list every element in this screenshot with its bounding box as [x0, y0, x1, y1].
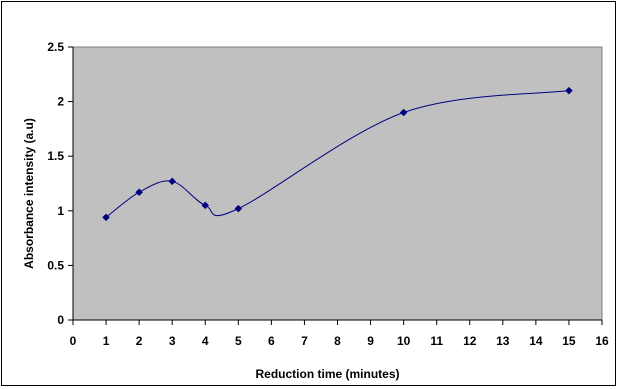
- y-tick-label: 0: [57, 313, 64, 327]
- x-tick-label: 1: [103, 334, 110, 348]
- y-tick-label: 1: [57, 204, 64, 218]
- x-tick-label: 15: [562, 334, 576, 348]
- y-tick-label: 0.5: [47, 258, 64, 272]
- x-tick-label: 8: [334, 334, 341, 348]
- y-tick-label: 2: [57, 95, 64, 109]
- x-tick-label: 14: [529, 334, 543, 348]
- series-line: [105, 90, 570, 218]
- x-tick-label: 7: [301, 334, 308, 348]
- x-tick-label: 4: [202, 334, 209, 348]
- x-tick-label: 0: [70, 334, 77, 348]
- y-tick-label: 1.5: [47, 149, 64, 163]
- y-tick-label: 2.5: [47, 40, 64, 54]
- y-axis-title: Absorbance intensity (a.u): [22, 118, 36, 269]
- x-tick-label: 2: [136, 334, 143, 348]
- x-tick-label: 10: [397, 334, 411, 348]
- x-tick-label: 12: [463, 334, 477, 348]
- x-tick-label: 6: [268, 334, 275, 348]
- y-axis-ticks: 0 0.5 1 1.5 2 2.5: [47, 40, 73, 327]
- data-point-marker: [135, 188, 143, 197]
- series-markers: [102, 86, 573, 222]
- data-point-marker: [565, 86, 573, 95]
- x-tick-label: 16: [595, 334, 609, 348]
- x-tick-label: 9: [367, 334, 374, 348]
- x-axis-title: Reduction time (minutes): [255, 367, 399, 381]
- x-tick-label: 5: [235, 334, 242, 348]
- data-point-marker: [234, 204, 243, 213]
- x-tick-label: 13: [496, 334, 510, 348]
- x-tick-label: 3: [169, 334, 176, 348]
- data-point-marker: [168, 177, 177, 186]
- x-axis-ticks: 0 1 2 3 4 5 6 7 8 9 10 11 12 13 14 15 16: [70, 320, 609, 348]
- plot-area: [72, 46, 603, 321]
- data-point-marker: [102, 213, 110, 222]
- data-point-marker: [201, 201, 210, 210]
- data-point-marker: [399, 108, 408, 117]
- x-tick-label: 11: [430, 334, 443, 348]
